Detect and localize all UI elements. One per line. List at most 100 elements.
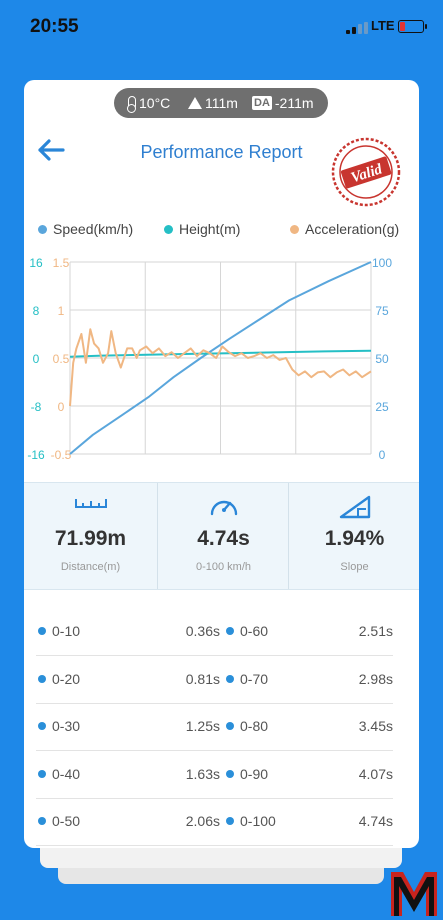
split-time-right: 2.51s (358, 623, 393, 639)
height-axis-tick: -16 (27, 448, 45, 462)
split-row: 0-40 1.63s 0-90 4.07s (36, 751, 393, 799)
stat-distance: 71.99m Distance(m) (24, 483, 157, 589)
acceleration-time-value: 4.74s (197, 527, 250, 550)
legend-height-label: Height(m) (179, 221, 241, 237)
temperature-item: 10°C (127, 95, 171, 113)
split-time-left: 0.36s (185, 623, 220, 639)
split-time-left: 2.06s (185, 813, 220, 829)
split-range-right: 0-90 (226, 766, 268, 782)
bullet-dot (226, 627, 234, 635)
distance-value: 71.99m (54, 527, 127, 550)
environment-pill: 10°C 111m DA -211m (114, 88, 328, 118)
split-row: 0-50 2.06s 0-100 4.74s (36, 798, 393, 846)
split-range-label: 0-30 (52, 718, 81, 734)
height-axis-tick: 16 (29, 256, 43, 270)
speed-series-line (69, 261, 372, 455)
acceleration-series-line (69, 328, 372, 407)
split-range-left: 0-20 (38, 671, 80, 687)
slope-icon (339, 495, 370, 519)
status-bar: 20:55 LTE (0, 0, 443, 56)
thermometer-icon (127, 96, 136, 113)
acceleration-axis-tick: 1.5 (53, 256, 70, 270)
logo-m-icon (391, 872, 437, 916)
split-range-label: 0-60 (240, 623, 269, 639)
split-time-left: 1.63s (185, 765, 220, 782)
legend-acceleration: Acceleration(g) (290, 221, 399, 237)
bullet-dot (38, 769, 46, 778)
acceleration-time-label: 0-100 km/h (195, 561, 252, 573)
height-series-line (69, 349, 372, 358)
speed-axis-tick: 0 (379, 448, 386, 462)
split-time-left: 1.25s (185, 718, 220, 734)
split-range-label: 0-90 (240, 765, 269, 782)
split-row: 0-10 0.36s 0-60 2.51s (36, 608, 393, 656)
density-altitude-value: -211m (274, 95, 314, 111)
height-axis-tick: -8 (31, 400, 42, 414)
stat-slope: 1.94% Slope (288, 483, 419, 589)
split-range-right: 0-60 (226, 623, 268, 639)
legend-acceleration-dot (290, 224, 299, 234)
split-time-right: 2.98s (358, 670, 393, 687)
split-range-right: 0-70 (226, 671, 268, 687)
legend-height-dot (164, 224, 173, 234)
bullet-dot (226, 817, 234, 825)
split-range-label: 0-50 (52, 813, 81, 829)
bullet-dot (38, 674, 46, 683)
bullet-dot (38, 817, 46, 825)
legend-speed: Speed(km/h) (38, 221, 133, 237)
legend-speed-label: Speed(km/h) (53, 221, 134, 237)
split-time-right: 3.45s (358, 718, 393, 734)
height-axis-tick: 0 (33, 352, 40, 366)
density-altitude-item: DA -211m (252, 95, 314, 111)
split-range-right: 0-100 (226, 813, 276, 829)
split-range-left: 0-50 (38, 813, 80, 829)
split-range-right: 0-80 (226, 718, 268, 734)
split-range-left: 0-10 (38, 623, 80, 639)
speed-axis-tick: 25 (375, 400, 389, 414)
temperature-value: 10°C (139, 95, 171, 111)
split-range-label: 0-20 (52, 670, 81, 687)
legend-speed-dot (38, 224, 47, 234)
legend-height: Height(m) (164, 221, 240, 237)
battery-icon (398, 20, 427, 33)
split-range-left: 0-30 (38, 718, 80, 734)
acceleration-axis-tick: -0.5 (51, 448, 72, 462)
performance-chart: 16 8 0 -8 -16 1.5 1 0.5 0 -0.5 100 75 50 25 0 (27, 256, 392, 462)
split-range-left: 0-40 (38, 766, 80, 782)
acceleration-axis-tick: 0.5 (53, 352, 70, 366)
valid-stamp: Valid (331, 137, 401, 207)
split-time-right: 4.74s (358, 813, 393, 829)
split-range-label: 0-100 (240, 813, 276, 829)
bullet-dot (226, 674, 234, 683)
height-axis-tick: 8 (33, 304, 40, 318)
mountain-icon (188, 97, 202, 109)
split-row: 0-30 1.25s 0-80 3.45s (36, 703, 393, 751)
speed-axis-tick: 50 (375, 352, 389, 366)
bullet-dot (226, 722, 234, 730)
speedometer-icon (210, 500, 237, 516)
signal-icon (346, 22, 368, 34)
split-time-right: 4.07s (358, 765, 393, 782)
bullet-dot (38, 722, 46, 730)
bullet-dot (38, 627, 46, 635)
acceleration-axis-tick: 0 (58, 400, 65, 414)
stats-panel: 71.99m Distance(m) 4.74s 0-100 km/h 1.94… (24, 482, 419, 590)
speed-axis-tick: 75 (375, 304, 389, 318)
acceleration-axis-tick: 1 (58, 304, 65, 318)
speed-axis-tick: 100 (372, 256, 392, 270)
chart-legend: Speed(km/h) Height(m) Acceleration(g) (34, 221, 419, 241)
split-range-label: 0-80 (240, 718, 269, 734)
back-arrow-icon[interactable] (36, 138, 66, 162)
density-altitude-badge: DA (252, 96, 272, 110)
bullet-dot (226, 769, 234, 778)
network-type: LTE (371, 18, 395, 33)
distance-label: Distance(m) (60, 561, 121, 573)
altitude-value: 111m (205, 95, 238, 111)
split-row: 0-20 0.81s 0-70 2.98s (36, 656, 393, 704)
split-time-left: 0.81s (185, 670, 220, 687)
status-time: 20:55 (30, 16, 79, 37)
split-range-label: 0-10 (52, 623, 81, 639)
report-card: 10°C 111m DA -211m Performance Report Va… (24, 80, 419, 848)
altitude-item: 111m (188, 95, 238, 111)
slope-value: 1.94% (324, 527, 385, 550)
